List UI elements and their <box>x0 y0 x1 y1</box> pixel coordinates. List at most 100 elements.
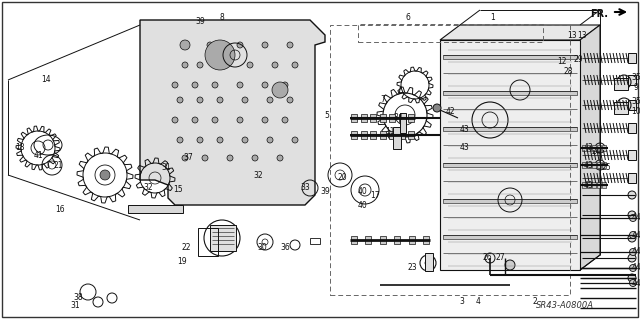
Text: 5: 5 <box>324 110 330 120</box>
Text: 33: 33 <box>300 183 310 192</box>
Circle shape <box>192 117 198 123</box>
Text: 43: 43 <box>460 144 470 152</box>
Circle shape <box>282 82 288 88</box>
Text: 20: 20 <box>337 174 347 182</box>
Circle shape <box>100 170 110 180</box>
Bar <box>587 162 591 168</box>
Bar <box>582 145 586 151</box>
Bar <box>380 131 385 139</box>
Text: 39: 39 <box>320 188 330 197</box>
Circle shape <box>630 214 637 221</box>
Text: 9: 9 <box>634 84 639 93</box>
Circle shape <box>182 155 188 161</box>
Circle shape <box>287 42 293 48</box>
Text: 21: 21 <box>53 160 63 169</box>
Text: 25: 25 <box>601 164 611 173</box>
Text: 1: 1 <box>491 13 495 23</box>
Circle shape <box>177 97 183 103</box>
Bar <box>389 131 395 139</box>
Text: 6: 6 <box>406 13 410 23</box>
Circle shape <box>202 155 208 161</box>
Circle shape <box>267 97 273 103</box>
Bar <box>389 114 395 122</box>
Text: 29: 29 <box>573 56 583 64</box>
Bar <box>210 225 236 251</box>
Circle shape <box>197 137 203 143</box>
Text: 35: 35 <box>631 73 640 83</box>
Bar <box>628 150 636 160</box>
Circle shape <box>252 155 258 161</box>
Text: 11: 11 <box>385 128 395 137</box>
Text: 15: 15 <box>173 186 183 195</box>
Bar <box>628 53 636 63</box>
Bar <box>597 182 601 188</box>
Bar <box>365 236 371 244</box>
Text: 30: 30 <box>257 243 267 253</box>
Circle shape <box>262 82 268 88</box>
Text: 39: 39 <box>195 18 205 26</box>
Circle shape <box>172 82 178 88</box>
Text: 22: 22 <box>181 243 191 253</box>
Text: 44: 44 <box>631 278 640 287</box>
Bar <box>443 55 577 59</box>
Bar <box>443 91 577 95</box>
Bar <box>614 102 628 114</box>
Text: 44: 44 <box>631 248 640 256</box>
Text: FR.: FR. <box>590 9 608 19</box>
Circle shape <box>272 62 278 68</box>
Circle shape <box>628 234 636 242</box>
Text: 14: 14 <box>41 76 51 85</box>
Bar <box>592 182 596 188</box>
Circle shape <box>222 62 228 68</box>
Bar <box>408 131 414 139</box>
Circle shape <box>205 40 235 70</box>
Bar <box>582 182 586 188</box>
Circle shape <box>292 137 298 143</box>
Bar <box>587 145 591 151</box>
Text: 35: 35 <box>631 98 640 107</box>
Circle shape <box>207 42 213 48</box>
Text: 23: 23 <box>407 263 417 272</box>
Circle shape <box>217 97 223 103</box>
Bar <box>628 75 636 85</box>
Bar <box>443 163 577 167</box>
Circle shape <box>197 62 203 68</box>
Bar <box>310 238 320 244</box>
Text: 26: 26 <box>482 254 492 263</box>
Circle shape <box>192 82 198 88</box>
Bar <box>399 131 404 139</box>
Circle shape <box>180 40 190 50</box>
Text: 17: 17 <box>370 190 380 199</box>
Bar <box>408 114 414 122</box>
Circle shape <box>505 260 515 270</box>
Circle shape <box>630 264 637 271</box>
Text: 31: 31 <box>70 300 80 309</box>
Circle shape <box>292 62 298 68</box>
Bar <box>394 236 400 244</box>
Bar <box>198 228 218 256</box>
Text: 13: 13 <box>567 31 577 40</box>
Circle shape <box>630 232 637 239</box>
Text: 42: 42 <box>445 108 455 116</box>
Polygon shape <box>440 25 600 40</box>
Bar <box>360 131 367 139</box>
Text: 43: 43 <box>460 125 470 135</box>
Text: 19: 19 <box>177 257 187 266</box>
Text: 34: 34 <box>393 114 403 122</box>
Bar <box>602 162 606 168</box>
Circle shape <box>287 97 293 103</box>
Circle shape <box>628 211 636 219</box>
Bar <box>582 162 586 168</box>
Bar <box>330 25 570 295</box>
Bar <box>393 127 401 149</box>
Circle shape <box>267 137 273 143</box>
Polygon shape <box>140 20 325 205</box>
Circle shape <box>212 117 218 123</box>
Polygon shape <box>440 40 580 270</box>
Bar <box>443 199 577 203</box>
Text: 44: 44 <box>631 263 640 272</box>
Circle shape <box>237 117 243 123</box>
Text: 12: 12 <box>557 57 567 66</box>
Bar <box>351 114 357 122</box>
Circle shape <box>272 82 288 98</box>
